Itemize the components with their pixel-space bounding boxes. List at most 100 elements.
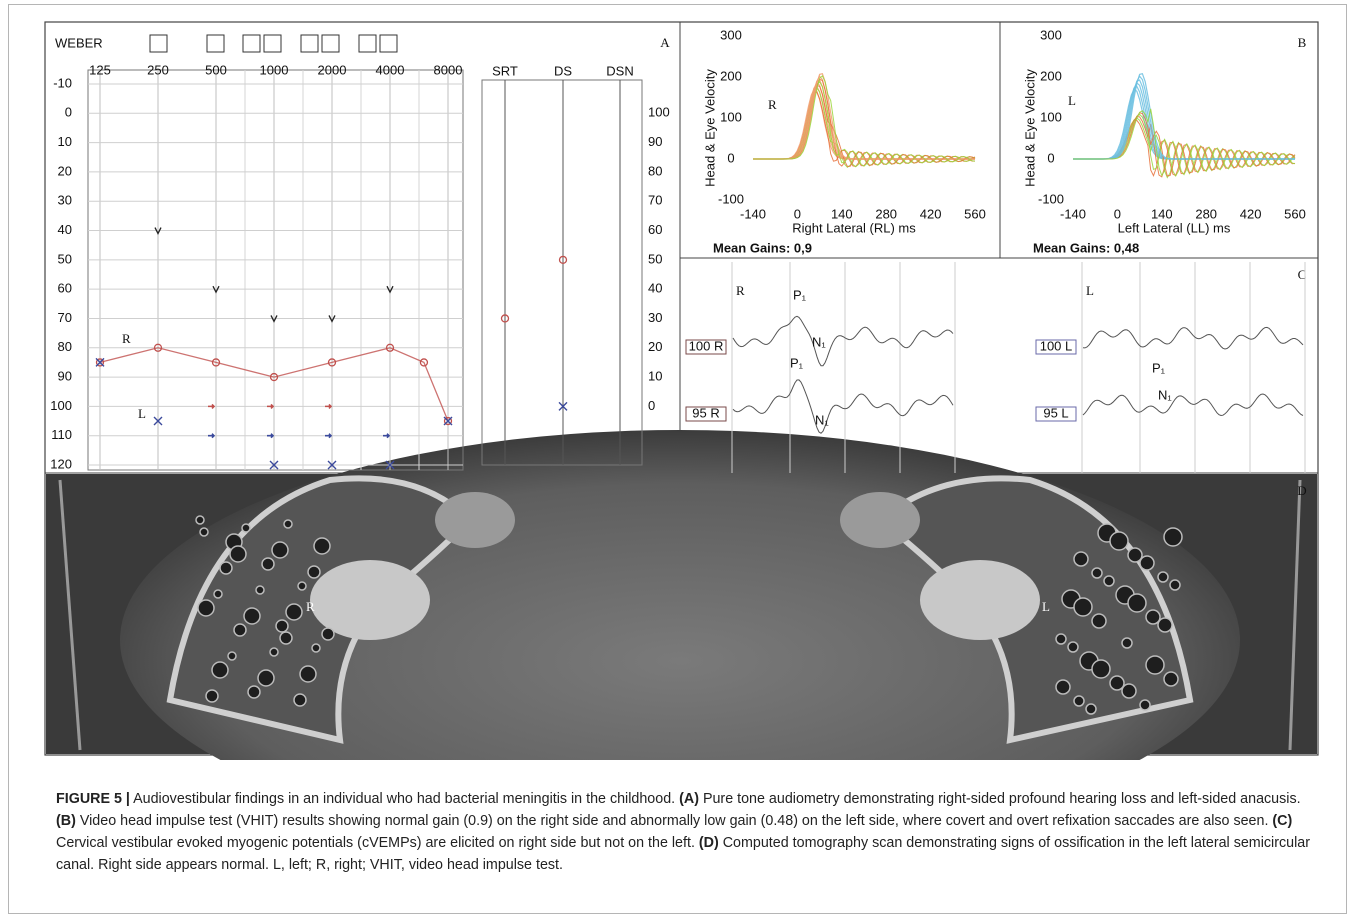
right-tick-label: 30 xyxy=(648,310,662,325)
caption-tag: (D) xyxy=(698,835,719,851)
ct-air-cell xyxy=(197,599,215,617)
peak-label: N₁ xyxy=(812,334,826,349)
ct-air-cell xyxy=(213,589,223,599)
ct-air-cell xyxy=(1109,531,1129,551)
ct-air-cell xyxy=(247,685,261,699)
ct-air-cell xyxy=(257,669,275,687)
trace-label: 95 L xyxy=(1043,405,1068,420)
x-axis-label: Left Lateral (LL) ms xyxy=(1118,220,1231,235)
x-tick-label: 8000 xyxy=(434,62,463,77)
marker-left xyxy=(153,416,163,426)
ct-air-cell xyxy=(275,619,289,633)
ct-air-cell xyxy=(293,693,307,707)
caption-text: Cervical vestibular evoked myogenic pote… xyxy=(56,835,699,851)
vhit-trace xyxy=(753,88,975,160)
y-tick-label: 60 xyxy=(58,281,72,296)
ct-air-cell xyxy=(211,661,229,679)
x-tick-label: 125 xyxy=(89,62,111,77)
ct-air-cell xyxy=(1067,641,1079,653)
ear-label: L xyxy=(1086,283,1094,298)
x-tick-label: 140 xyxy=(831,206,853,221)
marker-right xyxy=(443,416,453,426)
y-tick-label: 90 xyxy=(58,369,72,384)
ct-label: R xyxy=(306,599,315,614)
ct-air-cell xyxy=(1157,571,1169,583)
ct-air-cell xyxy=(1145,655,1165,675)
masking-symbol xyxy=(383,433,391,439)
ct-air-cell xyxy=(229,545,247,563)
ct-air-cell xyxy=(311,643,321,653)
caption-text: Audiovestibular findings in an individua… xyxy=(129,791,680,807)
y-tick-label: 110 xyxy=(51,427,72,442)
ear-label: R xyxy=(736,283,745,298)
marker-right xyxy=(419,358,429,367)
marker-right xyxy=(153,343,163,352)
vhit-trace xyxy=(753,72,975,160)
marker-left xyxy=(327,460,337,470)
ct-air-cell xyxy=(1163,527,1183,547)
x-tick-label: 420 xyxy=(1240,206,1262,221)
x-tick-label: 140 xyxy=(1151,206,1173,221)
caption-label: FIGURE 5 | xyxy=(56,791,130,807)
vhit-trace xyxy=(753,74,976,167)
ct-structure xyxy=(840,492,920,548)
x-tick-label: 500 xyxy=(205,62,227,77)
x-tick-label: 4000 xyxy=(376,62,405,77)
vemp-trace xyxy=(732,315,954,367)
marker-left xyxy=(95,357,105,367)
right-tick-label: 10 xyxy=(648,369,662,384)
ct-air-cell xyxy=(1085,703,1097,715)
plot-frame xyxy=(87,69,464,471)
ct-air-cell xyxy=(321,627,335,641)
y-tick-label: 100 xyxy=(1040,109,1062,124)
x-tick-label: 2000 xyxy=(318,62,347,77)
figure-caption: FIGURE 5 | Audiovestibular findings in a… xyxy=(56,788,1318,876)
ct-air-cell xyxy=(261,557,275,571)
ct-air-cell xyxy=(283,519,293,529)
panel-label: B xyxy=(1298,35,1307,50)
ct-petrous xyxy=(920,560,1040,640)
figure-frame xyxy=(8,4,1347,914)
x-tick-label: 1000 xyxy=(260,62,289,77)
ct-air-cell xyxy=(313,537,331,555)
vhit-trace xyxy=(753,91,976,168)
marker-right xyxy=(500,314,510,323)
mean-gain: Mean Gains: 0,9 xyxy=(713,240,812,255)
panel-label: A xyxy=(660,35,670,50)
ct-structure xyxy=(435,492,515,548)
y-axis-label: Head & Eye Velocity xyxy=(1022,69,1037,187)
ct-air-cell xyxy=(1055,679,1071,695)
right-tick-label: 80 xyxy=(648,163,662,178)
trace-label-box xyxy=(685,406,727,422)
ct-air-cell xyxy=(1073,695,1085,707)
y-tick-label: 40 xyxy=(58,222,72,237)
masking-symbol xyxy=(208,403,216,409)
ct-air-cell xyxy=(1127,593,1147,613)
y-tick-label: 100 xyxy=(720,109,742,124)
right-tick-label: 20 xyxy=(648,339,662,354)
ct-air-cell xyxy=(1121,637,1133,649)
vhit-trace xyxy=(753,81,975,160)
caption-text: Video head impulse test (VHIT) results s… xyxy=(75,813,1273,829)
ct-edge xyxy=(1288,479,1302,751)
ct-air-cell xyxy=(1055,633,1067,645)
y-tick-label: 200 xyxy=(1040,68,1062,83)
ct-air-cell xyxy=(279,631,293,645)
marker-right xyxy=(327,358,337,367)
marker-left xyxy=(558,401,568,411)
ct-air-cell xyxy=(1073,597,1093,617)
y-tick-label: 20 xyxy=(58,163,72,178)
ct-air-cell xyxy=(1163,671,1179,687)
ct-air-cell xyxy=(1157,617,1173,633)
y-tick-label: 0 xyxy=(727,150,734,165)
ct-edge xyxy=(58,479,82,751)
ear-label: R xyxy=(768,97,777,112)
caption-text: Pure tone audiometry demonstrating right… xyxy=(698,791,1301,807)
masking-symbol xyxy=(267,403,275,409)
vhit-trace xyxy=(753,81,976,168)
ct-air-cell xyxy=(297,581,307,591)
vhit-trace xyxy=(753,79,975,160)
marker-right xyxy=(558,255,568,264)
ct-air-cell xyxy=(195,515,205,525)
right-tick-label: 50 xyxy=(648,251,662,266)
